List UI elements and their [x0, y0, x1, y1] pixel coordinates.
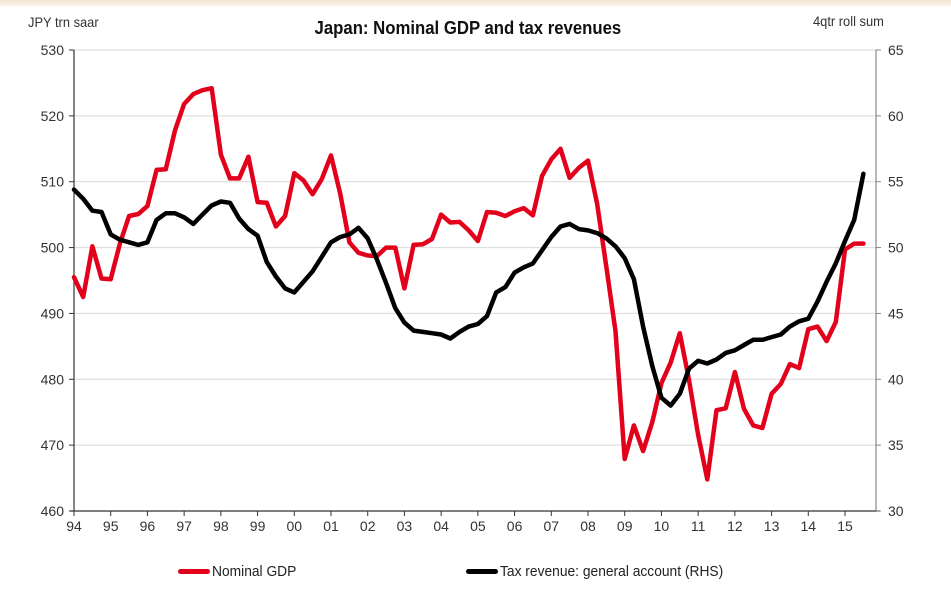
left-tick-label: 520 — [41, 108, 65, 124]
x-tick-label: 94 — [66, 518, 82, 534]
left-tick-label: 500 — [41, 240, 65, 256]
x-tick-label: 03 — [397, 518, 413, 534]
left-tick-label: 460 — [41, 503, 65, 519]
right-tick-label: 30 — [888, 503, 904, 519]
x-tick-label: 00 — [286, 518, 302, 534]
right-tick-label: 45 — [888, 305, 904, 321]
x-tick-label: 09 — [617, 518, 633, 534]
x-tick-label: 06 — [507, 518, 523, 534]
x-tick-label: 99 — [250, 518, 266, 534]
x-tick-label: 11 — [691, 518, 706, 534]
legend-item-nominal-gdp: Nominal GDP — [178, 563, 304, 580]
right-tick-label: 60 — [888, 108, 904, 124]
x-tick-label: 01 — [323, 518, 339, 534]
axes: 460 470 480 490 500 510 520 530 30 35 40 45 50 55 60 65… — [41, 42, 904, 534]
right-tick-label: 55 — [888, 174, 904, 190]
x-tick-label: 14 — [800, 518, 816, 534]
x-tick-label: 05 — [470, 518, 486, 534]
x-tick-label: 08 — [580, 518, 596, 534]
x-tick-label: 12 — [727, 518, 743, 534]
series-line-tax-revenue — [71, 171, 866, 408]
legend-swatch-black — [466, 569, 498, 574]
right-tick-label: 40 — [888, 371, 904, 387]
left-tick-label: 510 — [41, 174, 65, 190]
left-tick-label: 470 — [41, 437, 65, 453]
x-tick-label: 15 — [837, 518, 853, 534]
x-tick-label: 07 — [543, 518, 559, 534]
x-tick-label: 96 — [140, 518, 156, 534]
legend-label: Nominal GDP — [212, 563, 297, 580]
x-tick-label: 13 — [764, 518, 780, 534]
x-tick-label: 97 — [176, 518, 192, 534]
right-tick-label: 65 — [888, 42, 904, 58]
x-tick-label: 04 — [433, 518, 449, 534]
chart-title: Japan: Nominal GDP and tax revenues — [314, 18, 621, 38]
left-tick-label: 480 — [41, 371, 65, 387]
left-tick-label: 490 — [41, 305, 65, 321]
left-axis-unit-label: JPY trn saar — [28, 14, 99, 30]
x-tick-label: 98 — [213, 518, 229, 534]
series-line-nominal-gdp — [71, 85, 866, 482]
left-tick-label: 530 — [41, 42, 65, 58]
series-lines — [71, 85, 866, 482]
legend-swatch-red — [178, 569, 210, 574]
right-tick-label: 50 — [888, 240, 904, 256]
right-axis-unit-label: 4qtr roll sum — [813, 13, 884, 29]
x-tick-label: 10 — [654, 518, 670, 534]
gridlines — [74, 49, 876, 446]
right-tick-label: 35 — [888, 437, 904, 453]
legend-item-tax-revenue: Tax revenue: general account (RHS) — [466, 563, 743, 580]
legend-label: Tax revenue: general account (RHS) — [500, 563, 724, 580]
x-tick-label: 95 — [103, 518, 119, 534]
top-border — [0, 0, 951, 6]
x-tick-label: 02 — [360, 518, 376, 534]
chart-title-wrapper: Japan: Nominal GDP and tax revenues — [0, 18, 951, 39]
